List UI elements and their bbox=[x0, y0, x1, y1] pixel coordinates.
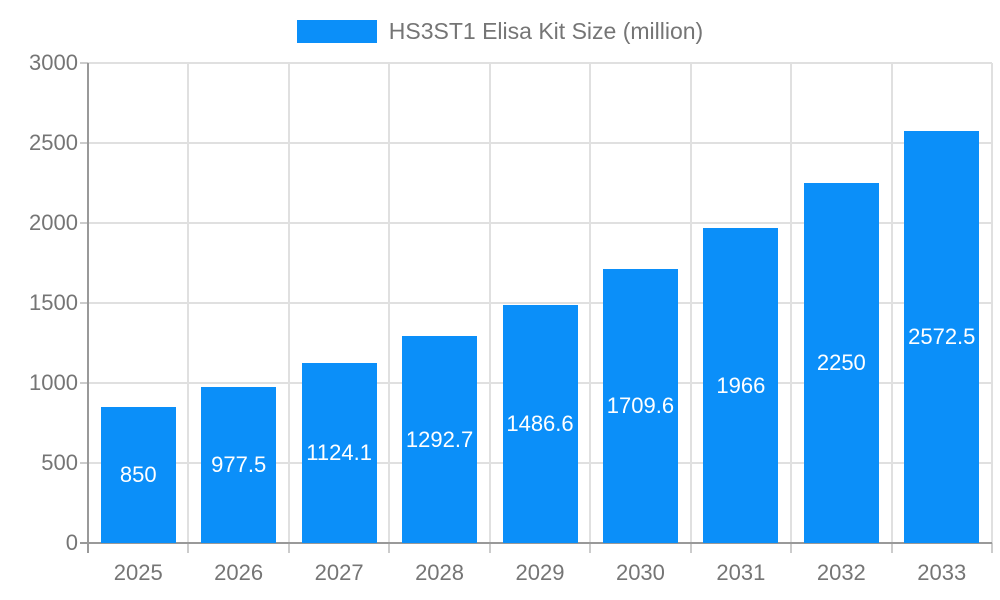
grid-line-vertical bbox=[488, 63, 491, 543]
x-axis-tick-mark bbox=[388, 543, 391, 553]
x-axis-tick-label: 2029 bbox=[515, 560, 565, 585]
y-axis-tick-mark bbox=[80, 382, 88, 384]
x-axis-tick-label: 2033 bbox=[917, 560, 967, 585]
x-axis-tick-label: 2025 bbox=[113, 560, 163, 585]
y-axis-tick-label: 0 bbox=[65, 530, 78, 555]
bar[interactable] bbox=[904, 131, 980, 543]
bar-value-label: 850 bbox=[119, 462, 157, 487]
x-axis-tick-mark bbox=[287, 543, 290, 553]
x-axis-tick-mark bbox=[689, 543, 692, 553]
x-axis-tick-mark bbox=[187, 543, 190, 553]
x-axis-tick-mark bbox=[991, 543, 993, 553]
y-axis-tick-mark bbox=[80, 222, 88, 224]
bar-value-label: 1292.7 bbox=[405, 426, 474, 452]
bar[interactable] bbox=[703, 228, 779, 543]
y-axis-tick-mark bbox=[80, 302, 88, 304]
grid-line-vertical bbox=[991, 63, 993, 543]
grid-line-horizontal bbox=[88, 142, 992, 144]
bar[interactable] bbox=[402, 336, 478, 543]
x-axis-tick-mark bbox=[589, 543, 592, 553]
x-axis-line bbox=[80, 542, 992, 544]
x-axis-tick-label: 2030 bbox=[615, 560, 665, 585]
y-axis-tick-mark bbox=[80, 62, 88, 64]
bar-value-label: 1124.1 bbox=[306, 440, 372, 466]
x-axis-tick-label: 2026 bbox=[214, 560, 264, 585]
x-axis-tick-label: 2027 bbox=[314, 560, 364, 585]
bar-value-label: 977.5 bbox=[211, 451, 267, 477]
y-axis-tick-label: 1000 bbox=[29, 370, 78, 395]
y-axis-tick-label: 500 bbox=[41, 450, 78, 475]
grid-line-horizontal bbox=[88, 62, 992, 64]
x-axis-tick-mark bbox=[890, 543, 893, 553]
grid-line-vertical bbox=[287, 63, 290, 543]
grid-line-vertical bbox=[890, 63, 893, 543]
y-axis-line bbox=[87, 63, 89, 553]
y-axis-tick-label: 2000 bbox=[29, 210, 78, 235]
y-axis-tick-label: 3000 bbox=[29, 50, 78, 75]
bar[interactable] bbox=[301, 363, 377, 543]
bar[interactable] bbox=[201, 386, 277, 543]
grid-line-vertical bbox=[790, 63, 793, 543]
bar-value-label: 2250 bbox=[816, 350, 866, 375]
grid-line-horizontal bbox=[88, 302, 992, 304]
chart-legend[interactable]: HS3ST1 Elisa Kit Size (million) bbox=[0, 18, 1000, 45]
grid-line-horizontal bbox=[88, 222, 992, 224]
bar-value-label: 1486.6 bbox=[506, 411, 574, 437]
bar[interactable] bbox=[803, 183, 879, 543]
bar-value-label: 1709.6 bbox=[606, 393, 675, 419]
bar-value-label: 2572.5 bbox=[908, 324, 976, 350]
bar[interactable] bbox=[602, 269, 678, 543]
x-axis-tick-label: 2032 bbox=[816, 560, 866, 585]
legend-label: HS3ST1 Elisa Kit Size (million) bbox=[388, 18, 704, 44]
legend-marker-swatch bbox=[296, 20, 377, 43]
bar[interactable] bbox=[100, 407, 176, 543]
grid-line-vertical bbox=[689, 63, 692, 543]
y-axis-tick-mark bbox=[80, 462, 88, 464]
grid-line-vertical bbox=[388, 63, 391, 543]
y-axis-tick-mark bbox=[80, 142, 88, 144]
x-axis-tick-label: 2031 bbox=[716, 560, 766, 585]
x-axis-tick-label: 2028 bbox=[415, 560, 465, 585]
grid-line-vertical bbox=[187, 63, 190, 543]
x-axis-tick-mark bbox=[488, 543, 491, 553]
y-axis-tick-label: 2500 bbox=[29, 130, 78, 155]
y-axis-tick-label: 1500 bbox=[29, 290, 78, 315]
bar[interactable] bbox=[502, 305, 578, 543]
grid-line-vertical bbox=[589, 63, 592, 543]
bar-value-label: 1966 bbox=[716, 372, 766, 398]
x-axis-tick-mark bbox=[790, 543, 793, 553]
